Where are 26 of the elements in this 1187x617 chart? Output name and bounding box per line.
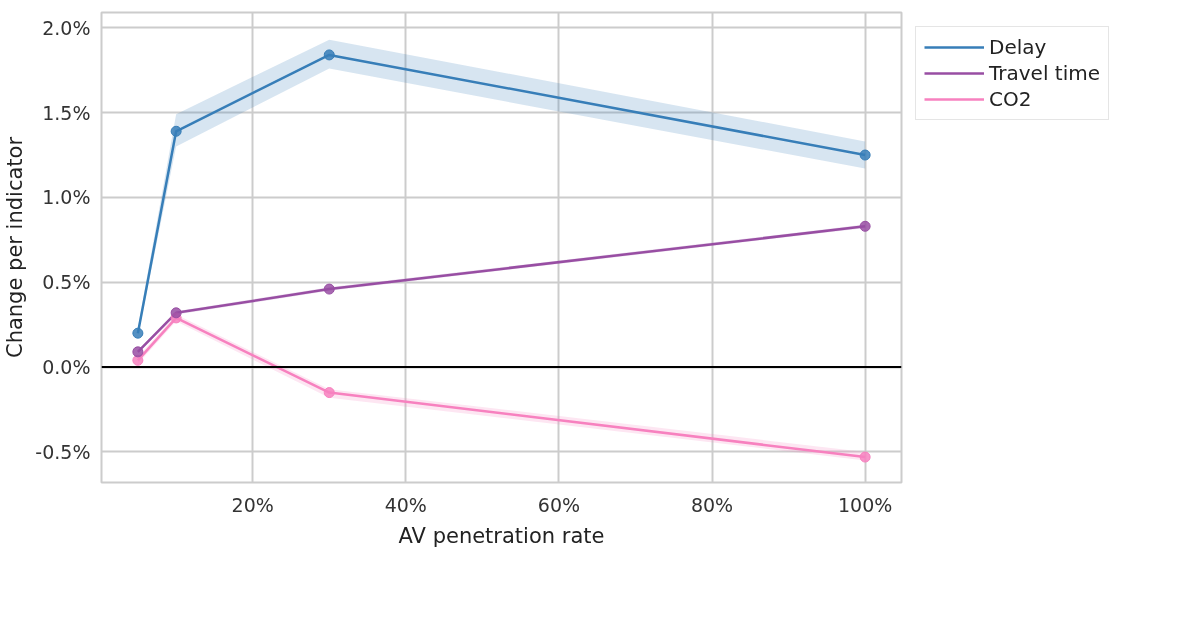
y-tick-label: 0.0% — [42, 356, 91, 379]
y-tick-label: 1.5% — [42, 101, 91, 124]
point — [170, 125, 182, 137]
legend-label: Delay — [989, 35, 1047, 59]
point — [323, 283, 335, 295]
legend-label: Travel time — [989, 61, 1100, 85]
x-axis-title: AV penetration rate — [398, 523, 605, 548]
y-axis-title: Change per indicator — [3, 136, 28, 359]
x-tick-label: 40% — [384, 493, 427, 516]
y-tick-label: 2.0% — [42, 16, 91, 39]
point — [132, 327, 144, 339]
y-tick-label: 1.0% — [42, 186, 91, 209]
y-tick-label: -0.5% — [35, 440, 91, 463]
point — [132, 346, 144, 358]
point — [859, 149, 871, 161]
x-tick-label: 80% — [690, 493, 734, 516]
x-tick-label: 100% — [837, 493, 893, 516]
legend-label: CO2 — [989, 87, 1032, 111]
point — [323, 387, 335, 399]
x-tick-label: 20% — [231, 493, 274, 516]
x-tick-label: 60% — [537, 493, 581, 516]
point — [859, 451, 871, 463]
point — [859, 220, 871, 232]
point — [323, 49, 335, 61]
point — [170, 307, 182, 319]
y-tick-label: 0.5% — [42, 271, 91, 294]
